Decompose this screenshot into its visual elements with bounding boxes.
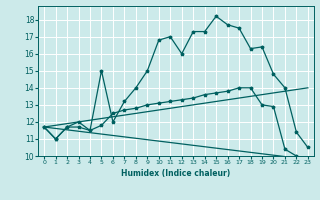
X-axis label: Humidex (Indice chaleur): Humidex (Indice chaleur) [121, 169, 231, 178]
